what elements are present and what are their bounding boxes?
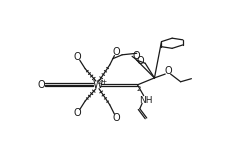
Text: O: O bbox=[133, 51, 140, 61]
Text: 2: 2 bbox=[137, 86, 141, 92]
Text: O: O bbox=[112, 47, 120, 57]
Text: 2+: 2+ bbox=[98, 79, 108, 85]
Text: O: O bbox=[112, 113, 120, 122]
Text: O: O bbox=[38, 80, 45, 90]
Text: NH: NH bbox=[139, 96, 153, 105]
Text: O: O bbox=[164, 66, 172, 76]
Text: O: O bbox=[137, 56, 144, 66]
Text: O: O bbox=[74, 108, 82, 118]
Text: O: O bbox=[74, 52, 82, 62]
Text: W: W bbox=[92, 80, 103, 90]
